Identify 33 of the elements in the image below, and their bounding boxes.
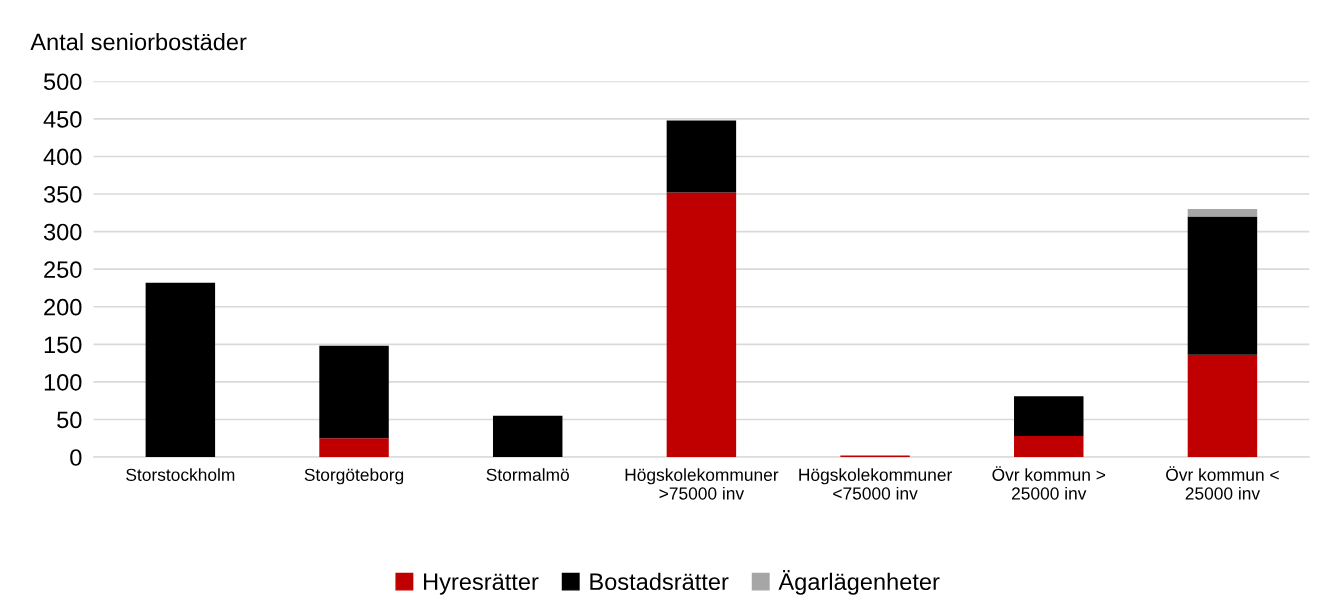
bar xyxy=(319,438,389,458)
x-tick-label: Övr kommun < 25000 inv xyxy=(1166,466,1279,500)
bar xyxy=(1014,436,1084,458)
y-tick-label: 450 xyxy=(43,110,82,128)
bar xyxy=(1187,209,1258,217)
y-tick-label: 350 xyxy=(43,186,82,203)
bar xyxy=(145,282,216,458)
y-tick-label: 500 xyxy=(43,73,82,91)
y-tick-label: 100 xyxy=(44,373,82,391)
x-tick-label: Högskolekommuner <75000 inv xyxy=(799,468,952,500)
legend-label: Ägarlägenheter xyxy=(778,570,940,595)
legend-label: Bostadsrätter xyxy=(590,572,729,591)
y-tick-label: 150 xyxy=(44,336,82,354)
y-tick-label: 50 xyxy=(57,411,82,429)
y-tick-label: 400 xyxy=(43,148,82,166)
x-tick-label: Stormalmö xyxy=(486,468,569,481)
bar xyxy=(1187,354,1258,458)
bar xyxy=(492,415,563,458)
y-tick-label: 0 xyxy=(70,449,82,466)
y-tick-label: 250 xyxy=(44,261,82,278)
bar xyxy=(1187,216,1258,355)
x-tick-label: Högskolekommuner >75000 inv xyxy=(625,468,779,500)
y-tick-label: 200 xyxy=(44,298,82,316)
bar xyxy=(319,345,389,439)
y-axis-title: Antal seniorbostäder xyxy=(30,33,247,51)
bar xyxy=(666,192,737,458)
legend-label: Hyresrätter xyxy=(424,573,539,595)
x-tick-label: Storgöteborg xyxy=(304,468,404,485)
y-tick-label: 300 xyxy=(43,223,82,241)
bar xyxy=(1014,396,1084,437)
x-tick-label: Storstockholm xyxy=(126,468,235,481)
bar xyxy=(666,120,737,193)
x-tick-label: Övr kommun > 25000 inv xyxy=(992,466,1106,500)
